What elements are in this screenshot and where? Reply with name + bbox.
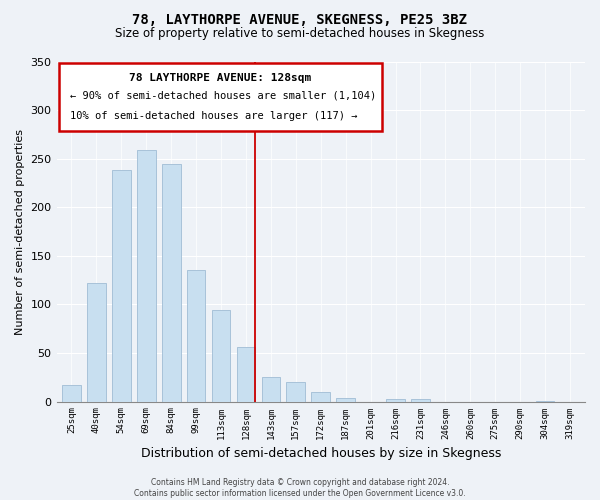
Bar <box>212 310 230 402</box>
Bar <box>62 385 81 402</box>
Text: 10% of semi-detached houses are larger (117) →: 10% of semi-detached houses are larger (… <box>70 111 357 121</box>
Bar <box>137 150 155 402</box>
Bar <box>311 392 330 402</box>
Bar <box>112 170 131 402</box>
Bar <box>411 398 430 402</box>
Bar <box>187 270 205 402</box>
Bar <box>337 398 355 402</box>
Bar <box>162 164 181 402</box>
Bar <box>262 378 280 402</box>
Bar <box>236 347 256 402</box>
Bar <box>536 400 554 402</box>
Bar <box>286 382 305 402</box>
Bar <box>87 283 106 402</box>
Text: ← 90% of semi-detached houses are smaller (1,104): ← 90% of semi-detached houses are smalle… <box>70 90 376 101</box>
Text: 78 LAYTHORPE AVENUE: 128sqm: 78 LAYTHORPE AVENUE: 128sqm <box>129 74 311 84</box>
X-axis label: Distribution of semi-detached houses by size in Skegness: Distribution of semi-detached houses by … <box>140 447 501 460</box>
FancyBboxPatch shape <box>59 63 382 131</box>
Y-axis label: Number of semi-detached properties: Number of semi-detached properties <box>15 128 25 334</box>
Text: Size of property relative to semi-detached houses in Skegness: Size of property relative to semi-detach… <box>115 28 485 40</box>
Bar <box>386 398 405 402</box>
Text: Contains HM Land Registry data © Crown copyright and database right 2024.
Contai: Contains HM Land Registry data © Crown c… <box>134 478 466 498</box>
Text: 78, LAYTHORPE AVENUE, SKEGNESS, PE25 3BZ: 78, LAYTHORPE AVENUE, SKEGNESS, PE25 3BZ <box>133 12 467 26</box>
